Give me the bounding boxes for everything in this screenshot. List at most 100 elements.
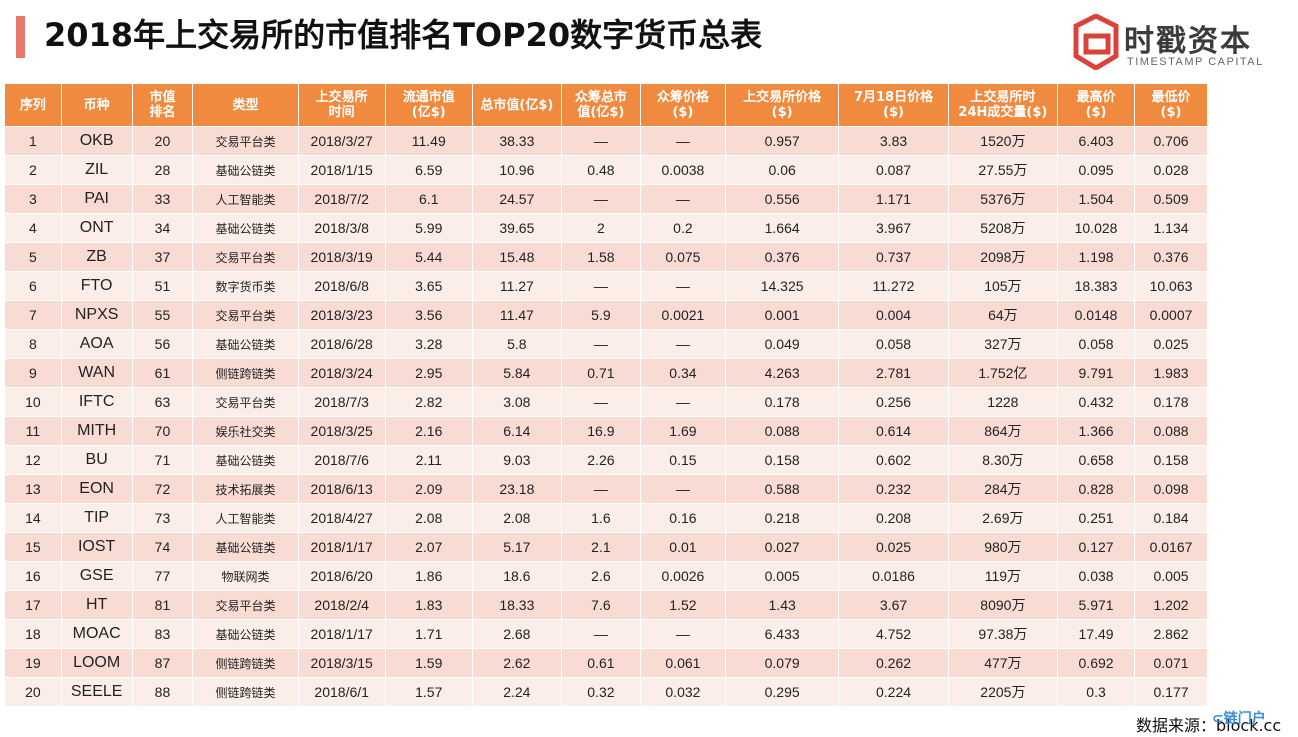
- table-row: 13 EON 72 技术拓展类 2018/6/13 2.09 23.18— —0.588 0.2…: [4, 474, 1208, 504]
- cell-ico-cap: 1.58: [560, 242, 641, 272]
- table-row: 8 AOA 56 基础公链类 2018/6/28 3.28 5.8— —0.049 0.058 3…: [4, 329, 1208, 359]
- cell-rank: 61: [131, 358, 194, 388]
- cell-jul18-price: 0.224: [838, 677, 949, 707]
- cell-high: 0.0148: [1057, 300, 1136, 330]
- cell-low: 10.063: [1134, 271, 1208, 301]
- cell-listing-date: 2018/3/8: [297, 213, 386, 243]
- cell-ico-price: —: [639, 126, 726, 156]
- cell-rank: 71: [131, 445, 194, 475]
- cell-volume: 1520万: [947, 126, 1059, 156]
- cell-listing-date: 2018/3/27: [297, 126, 386, 156]
- cell-high: 0.3: [1057, 677, 1136, 707]
- header-seq: 序列: [4, 83, 62, 127]
- cell-total-cap: 5.17: [471, 532, 562, 562]
- cell-high: 1.366: [1057, 416, 1136, 446]
- table-row: 7 NPXS 55 交易平台类 2018/3/23 3.56 11.47 5.9 0.0021 0…: [4, 300, 1208, 330]
- cell-rank: 72: [131, 474, 194, 504]
- cell-jul18-price: 0.025: [838, 532, 949, 562]
- table-row: 18 MOAC 83 基础公链类 2018/1/17 1.71 2.68— —6.433 4.7…: [4, 619, 1208, 649]
- cell-high: 10.028: [1057, 213, 1136, 243]
- cell-symbol: MITH: [60, 416, 133, 446]
- cell-ico-cap: 0.48: [560, 155, 641, 185]
- cell-volume: 64万: [947, 300, 1059, 330]
- cell-high: 1.504: [1057, 184, 1136, 214]
- cell-ico-cap: 2: [560, 213, 641, 243]
- cell-type: 数字货币类: [192, 271, 299, 301]
- cell-seq: 20: [4, 677, 62, 707]
- cell-jul18-price: 0.208: [838, 503, 949, 533]
- cell-circ-cap: 2.08: [384, 503, 473, 533]
- header-symbol: 币种: [60, 83, 133, 127]
- cell-listing-price: 4.263: [724, 358, 840, 388]
- cell-ico-price: —: [639, 184, 726, 214]
- header-ico-price: 众筹价格 ($): [639, 83, 726, 127]
- cell-jul18-price: 4.752: [838, 619, 949, 649]
- cell-total-cap: 10.96: [471, 155, 562, 185]
- cell-high: 0.251: [1057, 503, 1136, 533]
- cell-listing-price: 0.027: [724, 532, 840, 562]
- logo-subtitle: TIMESTAMP CAPITAL: [1127, 56, 1264, 68]
- cell-ico-price: —: [639, 474, 726, 504]
- cell-rank: 87: [131, 648, 194, 678]
- cell-symbol: HT: [60, 590, 133, 620]
- cell-symbol: EON: [60, 474, 133, 504]
- cell-type: 侧链跨链类: [192, 648, 299, 678]
- cell-symbol: ONT: [60, 213, 133, 243]
- cell-listing-price: 0.957: [724, 126, 840, 156]
- cell-symbol: FTO: [60, 271, 133, 301]
- cell-seq: 13: [4, 474, 62, 504]
- cell-ico-price: 0.075: [639, 242, 726, 272]
- cell-rank: 33: [131, 184, 194, 214]
- cell-jul18-price: 0.004: [838, 300, 949, 330]
- cell-total-cap: 38.33: [471, 126, 562, 156]
- cell-low: 0.376: [1134, 242, 1208, 272]
- cell-ico-price: 0.0021: [639, 300, 726, 330]
- cell-rank: 88: [131, 677, 194, 707]
- cell-symbol: PAI: [60, 184, 133, 214]
- table-row: 11 MITH 70 娱乐社交类 2018/3/25 2.16 6.14 16.9 1.69 0.…: [4, 416, 1208, 446]
- cell-circ-cap: 2.09: [384, 474, 473, 504]
- cell-rank: 56: [131, 329, 194, 359]
- cell-jul18-price: 0.058: [838, 329, 949, 359]
- cell-total-cap: 11.47: [471, 300, 562, 330]
- cell-ico-price: —: [639, 619, 726, 649]
- table-row: 14 TIP 73 人工智能类 2018/4/27 2.08 2.08 1.6 0.16 0.21…: [4, 503, 1208, 533]
- cell-ico-price: —: [639, 387, 726, 417]
- cell-high: 0.692: [1057, 648, 1136, 678]
- cell-rank: 37: [131, 242, 194, 272]
- cell-type: 人工智能类: [192, 184, 299, 214]
- cell-symbol: TIP: [60, 503, 133, 533]
- cell-listing-price: 0.088: [724, 416, 840, 446]
- header-volume: 上交易所时 24H成交量($): [947, 83, 1059, 127]
- cell-high: 0.432: [1057, 387, 1136, 417]
- cell-listing-date: 2018/6/13: [297, 474, 386, 504]
- header-circ-cap: 流通市值 (亿$): [384, 83, 473, 127]
- header-ico-cap: 众筹总市 值(亿$): [560, 83, 641, 127]
- cell-seq: 18: [4, 619, 62, 649]
- cell-total-cap: 6.14: [471, 416, 562, 446]
- cell-low: 0.178: [1134, 387, 1208, 417]
- cell-volume: 477万: [947, 648, 1059, 678]
- cell-volume: 97.38万: [947, 619, 1059, 649]
- cell-type: 交易平台类: [192, 590, 299, 620]
- cell-type: 基础公链类: [192, 619, 299, 649]
- cell-total-cap: 39.65: [471, 213, 562, 243]
- cell-rank: 83: [131, 619, 194, 649]
- cell-circ-cap: 1.83: [384, 590, 473, 620]
- cell-ico-price: 0.0038: [639, 155, 726, 185]
- table-row: 2 ZIL 28 基础公链类 2018/1/15 6.59 10.96 0.48 0.0038 0…: [4, 155, 1208, 185]
- cell-symbol: SEELE: [60, 677, 133, 707]
- cell-seq: 6: [4, 271, 62, 301]
- cell-high: 0.127: [1057, 532, 1136, 562]
- cell-rank: 51: [131, 271, 194, 301]
- cell-ico-cap: 1.6: [560, 503, 641, 533]
- cell-listing-date: 2018/6/1: [297, 677, 386, 707]
- cell-type: 人工智能类: [192, 503, 299, 533]
- cell-seq: 7: [4, 300, 62, 330]
- cell-listing-price: 0.001: [724, 300, 840, 330]
- cell-total-cap: 2.68: [471, 619, 562, 649]
- table-header-row: 序列 币种 市值 排名 类型 上交易所 时间 流通市值 (亿$) 总市值(亿$) 众筹总市 值(亿$)…: [4, 83, 1208, 127]
- cell-total-cap: 15.48: [471, 242, 562, 272]
- company-logo: 时戳资本 TIMESTAMP CAPITAL: [1072, 14, 1292, 74]
- cell-high: 5.971: [1057, 590, 1136, 620]
